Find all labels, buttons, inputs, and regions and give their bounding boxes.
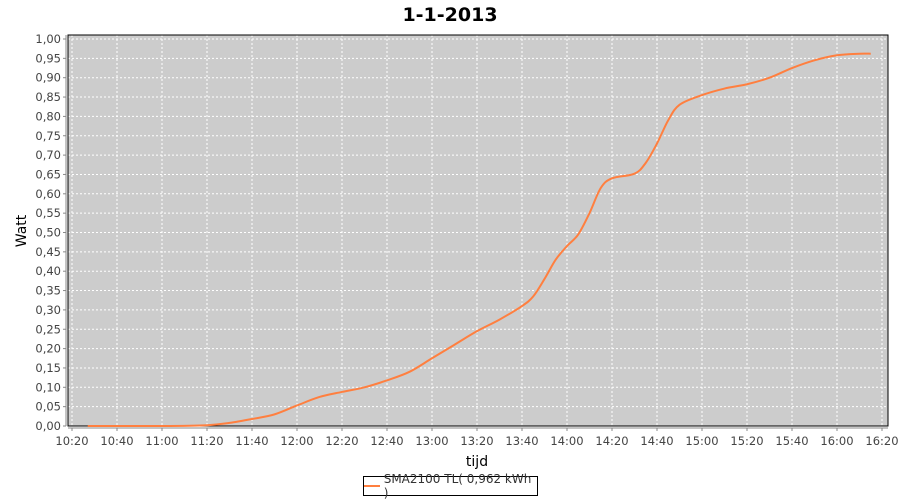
y-tick-label: 0,40 (35, 264, 61, 278)
x-tick-label: 12:40 (370, 434, 403, 448)
plot-area (68, 35, 888, 426)
plot-border (67, 34, 889, 427)
legend-label: SMA2100 TL( 0,962 kWh ) (383, 472, 532, 500)
x-tick-label: 14:40 (640, 434, 673, 448)
y-tick-label: 0,30 (35, 303, 61, 317)
x-tick-label: 14:00 (550, 434, 583, 448)
legend: SMA2100 TL( 0,962 kWh ) (363, 472, 538, 500)
y-tick-label: 0,05 (35, 400, 61, 414)
chart-title: 1-1-2013 (402, 4, 498, 26)
y-tick-label: 0,45 (35, 245, 61, 259)
y-tick-label: 1,00 (35, 32, 61, 46)
x-tick-label: 15:00 (685, 434, 718, 448)
y-tick-label: 0,50 (35, 226, 61, 240)
y-tick-label: 0,95 (35, 51, 61, 65)
x-tick-label: 12:20 (325, 434, 358, 448)
y-tick-label: 0,80 (35, 109, 61, 123)
y-tick-label: 0,15 (35, 361, 61, 375)
y-tick-label: 0,85 (35, 90, 61, 104)
x-tick-label: 13:40 (505, 434, 538, 448)
x-tick-label: 16:00 (820, 434, 853, 448)
y-tick-label: 0,90 (35, 71, 61, 85)
x-tick-label: 10:20 (55, 434, 88, 448)
y-tick-label: 0,65 (35, 167, 61, 181)
y-tick-label: 0,00 (35, 419, 61, 433)
x-tick-label: 14:20 (595, 434, 628, 448)
y-axis-label: Watt (14, 214, 30, 247)
y-tick-label: 0,20 (35, 342, 61, 356)
x-tick-label: 11:40 (235, 434, 268, 448)
y-tick-label: 0,35 (35, 284, 61, 298)
x-tick-label: 15:20 (730, 434, 763, 448)
x-tick-label: 16:20 (865, 434, 898, 448)
x-tick-label: 15:40 (775, 434, 808, 448)
x-tick-label: 12:00 (280, 434, 313, 448)
y-tick-label: 0,10 (35, 380, 61, 394)
y-tick-label: 0,60 (35, 187, 61, 201)
legend-swatch (364, 485, 380, 487)
y-tick-label: 0,55 (35, 206, 61, 220)
x-axis-label: tijd (466, 454, 488, 470)
series-line (87, 52, 871, 428)
y-tick-label: 0,70 (35, 148, 61, 162)
x-tick-label: 11:00 (145, 434, 178, 448)
x-tick-label: 13:20 (460, 434, 493, 448)
x-tick-label: 10:40 (100, 434, 133, 448)
x-tick-label: 13:00 (415, 434, 448, 448)
y-tick-label: 0,25 (35, 322, 61, 336)
y-tick-label: 0,75 (35, 129, 61, 143)
x-tick-label: 11:20 (190, 434, 223, 448)
